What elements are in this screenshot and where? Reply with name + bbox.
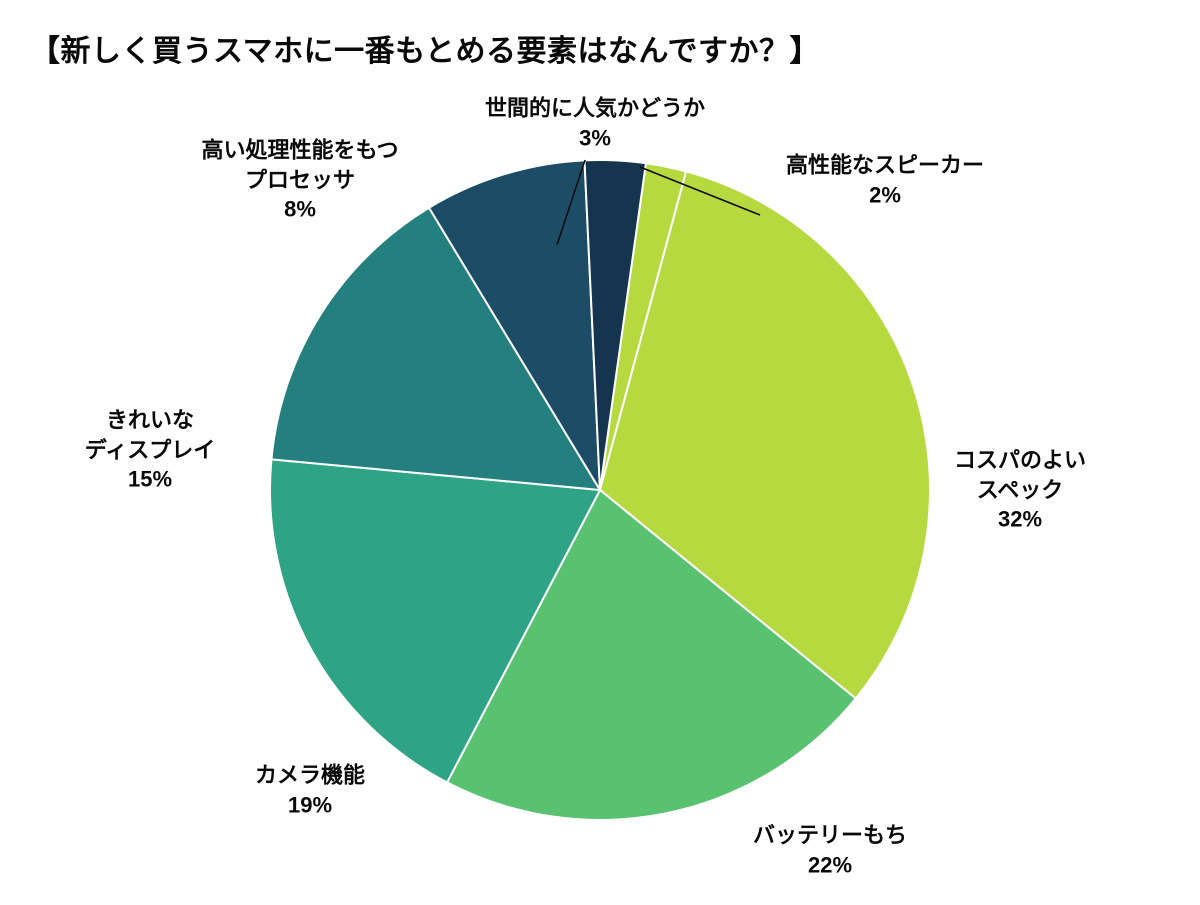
slice-label: バッテリーもち 22% xyxy=(753,820,907,879)
slice-label: 世間的に人気かどうか 3% xyxy=(485,93,705,152)
slice-label: 高い処理性能をもつ プロセッサ 8% xyxy=(201,135,398,224)
pie-chart: 高性能なスピーカー 2% コスパのよい スペック 32% バッテリーもち 22% カメ… xyxy=(0,0,1200,900)
slice-label: きれいな ディスプレイ 15% xyxy=(85,405,215,494)
slice-label: 高性能なスピーカー 2% xyxy=(786,150,984,209)
slice-label: コスパのよい スペック 32% xyxy=(954,445,1086,534)
slice-label: カメラ機能 19% xyxy=(255,760,365,819)
